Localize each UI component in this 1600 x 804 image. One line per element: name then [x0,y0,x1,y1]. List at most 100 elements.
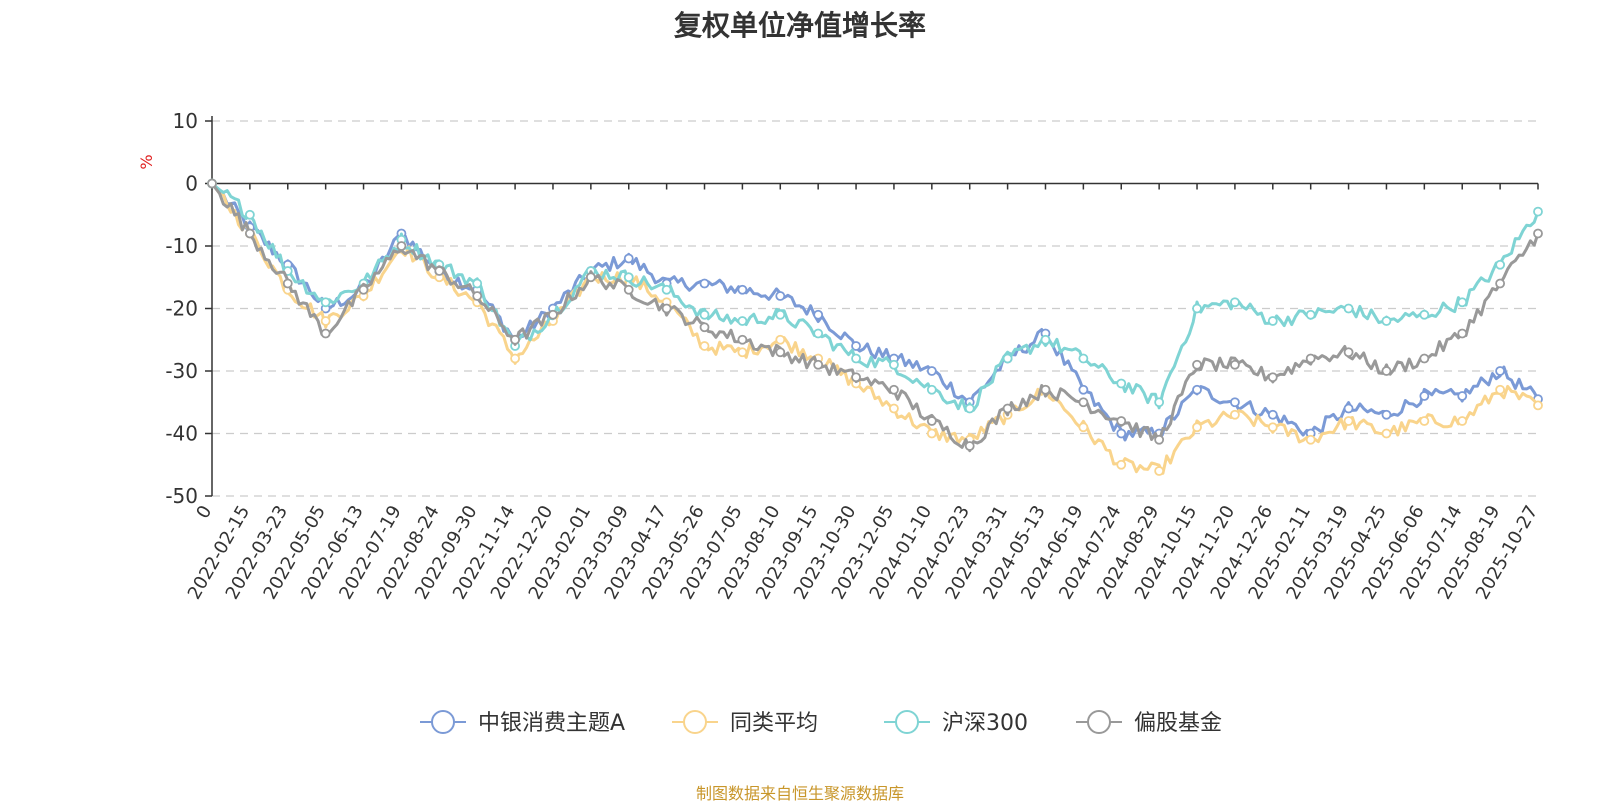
data-point [737,347,748,358]
data-point [1230,359,1240,370]
y-axis-label: % [137,154,156,169]
legend-label: 中银消费主题A [478,711,625,736]
data-point [510,334,520,345]
data-point [1230,397,1240,408]
data-point [1154,434,1165,445]
data-point [585,272,596,283]
data-point [1343,403,1354,414]
data-point [1533,400,1543,411]
data-point [737,334,748,345]
data-point [1495,366,1506,376]
data-point [1040,384,1051,395]
data-point [1343,347,1354,358]
data-point [889,384,899,395]
data-point [472,291,483,301]
y-tick-label: -10 [165,234,198,258]
data-point [775,347,786,358]
data-point [548,309,558,320]
data-point [1002,353,1013,364]
data-point [623,253,634,264]
data-point [396,241,407,251]
data-point [1078,353,1089,364]
data-point [775,291,786,301]
data-point [1457,328,1468,339]
data-point [1495,384,1506,395]
data-point [1192,422,1202,433]
data-point [1495,278,1506,289]
data-point [244,209,255,220]
series-line [210,182,1540,453]
data-point [1116,428,1127,439]
data-point [1192,384,1202,395]
legend-marker [895,710,919,734]
data-point [851,341,861,351]
data-point [1154,397,1165,408]
source-credit: 制图数据来自恒生聚源数据库 [695,784,904,803]
data-point [1040,334,1051,345]
data-point [1192,303,1202,314]
data-point [472,278,483,289]
y-tick-label: -50 [165,484,198,508]
data-point [1305,309,1316,320]
data-point [964,403,975,414]
data-point [926,384,937,395]
data-point [1533,206,1543,217]
grid-lines [212,120,1538,497]
legend-item: 中银消费主题A [420,710,625,736]
data-point [813,359,824,370]
data-point [926,416,937,426]
data-point [1078,422,1089,433]
data-point [699,341,710,351]
data-point [320,316,331,326]
data-point [699,278,710,289]
data-point [1116,459,1127,470]
data-point [320,297,331,308]
legend-label: 同类平均 [730,711,818,736]
y-tick-label: 0 [185,172,198,196]
series-0 [207,178,1543,442]
series-line [210,182,1540,475]
data-point [1381,428,1392,439]
data-point [1457,416,1468,426]
data-point [1116,378,1127,389]
data-point [813,328,824,339]
data-point [1267,422,1278,433]
legend-marker [431,710,455,734]
legend-marker [1087,710,1111,734]
legend-marker [683,710,707,734]
data-point [1116,416,1127,426]
data-point [358,284,369,295]
data-point [813,309,824,320]
legend-item: 沪深300 [884,710,1028,736]
data-point [1419,309,1430,320]
data-point [1381,316,1392,326]
data-point [1305,353,1316,364]
chart-title: 复权单位净值增长率 [673,9,926,42]
data-point [1419,353,1430,364]
data-point [1381,366,1392,376]
data-point [1305,434,1316,445]
series-3 [207,178,1543,453]
series-2 [207,178,1543,414]
data-point [661,284,672,295]
data-point [889,359,899,370]
data-point [1419,416,1430,426]
data-point [1192,359,1202,370]
data-point [1495,259,1506,270]
data-point [1078,384,1089,395]
data-point [1154,466,1165,476]
data-point [1002,403,1013,414]
data-point [434,266,445,276]
data-point [623,284,634,295]
legend-label: 偏股基金 [1134,711,1222,736]
series-line [211,182,1540,412]
data-point [1078,397,1089,408]
data-point [661,303,672,314]
data-point [623,272,634,283]
legend-item: 同类平均 [672,710,818,736]
data-point [926,366,937,376]
data-point [851,353,861,364]
data-point [737,316,748,326]
data-point [851,372,861,383]
